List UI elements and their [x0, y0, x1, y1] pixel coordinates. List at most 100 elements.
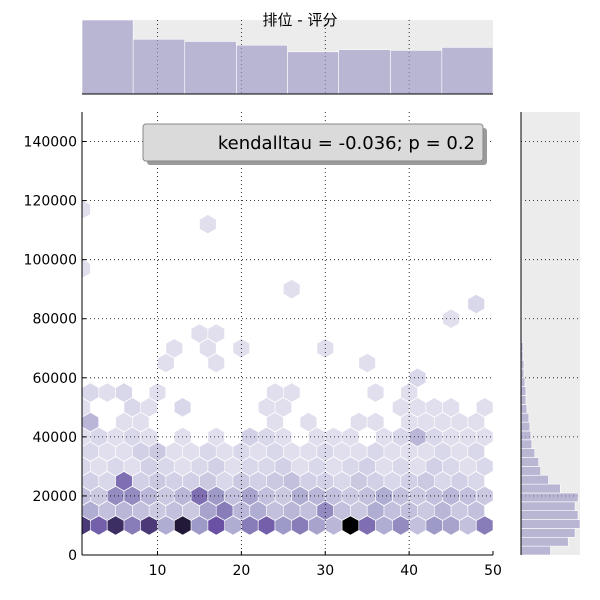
x-tick-label: 30	[316, 563, 334, 579]
hexbin-cell	[401, 412, 418, 432]
hexbin-cell	[342, 516, 359, 535]
hexbin-cell	[401, 442, 418, 461]
hexbin-cell	[199, 442, 216, 461]
hexbin-cell	[149, 501, 166, 520]
hexbin-cell	[250, 501, 267, 520]
hexbin-cell	[107, 486, 124, 506]
hexbin-cell	[208, 427, 225, 447]
y-marginal-bar	[521, 404, 528, 414]
hexbin-cell	[199, 339, 216, 358]
hexbin-cell	[258, 457, 275, 476]
hexbin-cell	[350, 471, 367, 491]
hexbin-cell	[409, 398, 426, 417]
x-tick-label: 20	[232, 563, 250, 579]
hexbin-cell	[392, 486, 409, 506]
x-marginal-bar	[287, 51, 339, 94]
hexbin-cell	[459, 516, 476, 535]
hexbin-cell	[375, 427, 392, 447]
x-tick-label: 50	[484, 563, 502, 579]
hexbin-cell	[283, 383, 300, 402]
hexbin-cell	[384, 442, 401, 461]
hexbin-cell	[468, 412, 485, 432]
hexbin-cell	[334, 471, 351, 491]
hexbin-cells	[82, 200, 493, 535]
x-axis-ticks: 10 20 30 40 50	[149, 551, 502, 579]
hexbin-cell	[426, 457, 443, 476]
hexbin-cell	[183, 501, 200, 520]
hexbin-cell	[375, 486, 392, 506]
hexbin-cell	[216, 442, 233, 461]
y-tick-label: 40000	[32, 430, 77, 446]
hexbin-plot: 10 20 30 40 50 0 20000 40000 60000 80000 100000 12…	[24, 112, 502, 579]
hexbin-cell	[359, 516, 376, 535]
hexbin-cell	[283, 501, 300, 520]
hexbin-cell	[199, 471, 216, 491]
hexbin-cell	[367, 442, 384, 461]
hexbin-cell	[359, 353, 376, 373]
y-marginal-bar	[521, 448, 536, 458]
hexbin-cell	[191, 486, 208, 506]
y-marginal-bar	[521, 430, 532, 441]
hexbin-cell	[191, 457, 208, 476]
y-tick-label: 60000	[32, 371, 77, 387]
hexbin-cell	[275, 457, 292, 476]
hexbin-cell	[166, 442, 183, 461]
hexbin-cell	[199, 501, 216, 520]
y-tick-label: 120000	[24, 194, 77, 210]
hexbin-cell	[468, 442, 485, 461]
x-tick-label: 40	[400, 563, 418, 579]
hexbin-cell	[82, 398, 91, 417]
hexbin-cell	[367, 412, 384, 432]
hexbin-cell	[451, 471, 468, 491]
hexbin-cell	[476, 398, 493, 417]
hexbin-cell	[367, 471, 384, 491]
hexbin-cell	[266, 501, 283, 520]
hexbin-cell	[283, 279, 300, 299]
hexbin-cell	[308, 427, 325, 447]
y-marginal-bars	[521, 200, 580, 555]
hexbin-cell	[417, 501, 434, 520]
hexbin-cell	[82, 200, 91, 219]
hexbin-cell	[417, 442, 434, 461]
hexbin-cell	[216, 501, 233, 520]
hexbin-cell	[275, 427, 292, 447]
hexbin-cell	[443, 309, 460, 328]
hexbin-cell	[451, 501, 468, 520]
hexbin-cell	[107, 457, 124, 476]
hexbin-cell	[401, 471, 418, 491]
hexbin-cell	[283, 442, 300, 461]
hexbin-cell	[216, 471, 233, 491]
hexbin-cell	[275, 486, 292, 506]
y-marginal-histogram	[520, 112, 580, 555]
hexbin-cell	[392, 516, 409, 535]
x-marginal-bar	[236, 44, 288, 94]
hexbin-cell	[132, 501, 149, 520]
hexbin-cell	[359, 457, 376, 476]
hexbin-cell	[241, 457, 258, 476]
hexbin-cell	[233, 471, 250, 491]
hexbin-cell	[266, 383, 283, 402]
hexbin-cell	[157, 516, 174, 535]
hexbin-cell	[224, 486, 241, 506]
hexbin-cell	[115, 412, 132, 432]
hexbin-cell	[141, 516, 158, 535]
y-marginal-bar	[521, 395, 527, 405]
y-marginal-bar	[521, 466, 541, 476]
hexbin-cell	[443, 486, 460, 506]
hexbin-cell	[384, 471, 401, 491]
hexbin-cell	[82, 442, 99, 461]
hexbin-cell	[300, 501, 317, 520]
hexbin-cell	[250, 471, 267, 491]
stat-annotation-text: kendalltau = -0.036; p = 0.2	[218, 133, 475, 154]
hexbin-cell	[174, 457, 191, 476]
hexbin-cell	[124, 516, 141, 535]
hexbin-cell	[300, 412, 317, 432]
hexbin-cell	[434, 501, 451, 520]
hexbin-cell	[149, 471, 166, 491]
hexbin-cell	[434, 471, 451, 491]
hexbin-cell	[317, 471, 334, 491]
hexbin-cell	[375, 457, 392, 476]
hexbin-cell	[325, 516, 342, 535]
hexbin-cell	[199, 214, 216, 234]
